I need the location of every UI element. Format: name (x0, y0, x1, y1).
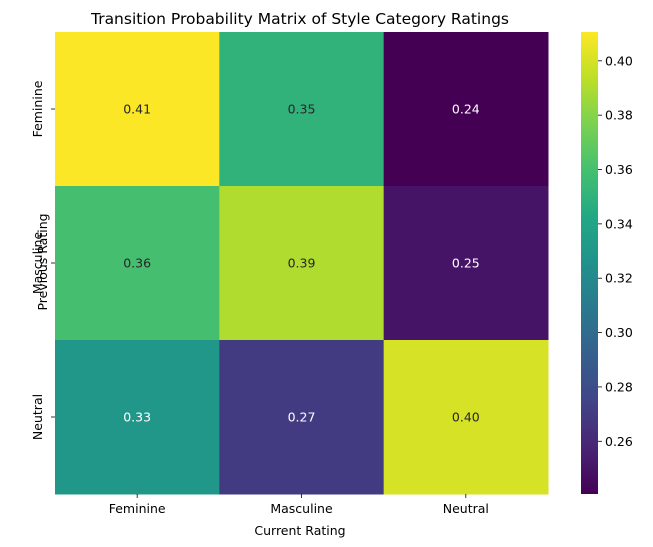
heatmap-cell (383, 32, 549, 187)
cell-value-label: 0.40 (452, 410, 480, 425)
heatmap-cell (219, 340, 385, 495)
y-tick-label: Masculine (30, 232, 45, 295)
colorbar-tick-label: 0.40 (605, 53, 633, 68)
colorbar-ticks: 0.26 0.28 0.30 0.32 0.34 0.36 0.38 0.40 (598, 53, 633, 449)
cell-value-label: 0.35 (288, 102, 316, 117)
colorbar-tick-label: 0.26 (605, 434, 633, 449)
y-tick-label: Feminine (30, 80, 45, 137)
y-tick-label: Neutral (30, 394, 45, 440)
x-axis-label: Current Rating (254, 523, 345, 538)
y-axis-label: Previous Rating (35, 213, 50, 310)
cell-value-label: 0.36 (123, 256, 151, 271)
heatmap-cell (55, 186, 220, 341)
heatmap-cell (55, 32, 220, 187)
x-tick-label: Masculine (270, 501, 333, 516)
colorbar-tick-label: 0.34 (605, 216, 633, 231)
heatmap-cell (219, 32, 385, 187)
colorbar (581, 32, 598, 494)
heatmap-cell (219, 186, 385, 341)
cell-value-label: 0.27 (288, 410, 316, 425)
heatmap-cell (55, 340, 220, 495)
colorbar-tick-label: 0.30 (605, 325, 633, 340)
heatmap-cell (383, 340, 549, 495)
colorbar-tick-label: 0.38 (605, 108, 633, 123)
colorbar-tick-label: 0.32 (605, 271, 633, 286)
heatmap-cells (55, 32, 549, 495)
x-tick-label: Feminine (109, 501, 166, 516)
cell-value-label: 0.24 (452, 102, 480, 117)
cell-value-label: 0.41 (123, 102, 151, 117)
x-tick-label: Neutral (443, 501, 489, 516)
cell-value-label: 0.39 (288, 256, 316, 271)
chart-title: Transition Probability Matrix of Style C… (90, 10, 509, 28)
colorbar-tick-label: 0.28 (605, 379, 633, 394)
y-axis-ticks: Feminine Masculine Neutral (30, 80, 55, 440)
cell-annotations: 0.41 0.35 0.24 0.36 0.39 0.25 0.33 0.27 0.40 (123, 102, 480, 425)
heatmap-cell (383, 186, 549, 341)
cell-value-label: 0.33 (123, 410, 151, 425)
colorbar-tick-label: 0.36 (605, 162, 633, 177)
cell-value-label: 0.25 (452, 256, 480, 271)
x-axis-ticks: Feminine Masculine Neutral (109, 494, 489, 516)
